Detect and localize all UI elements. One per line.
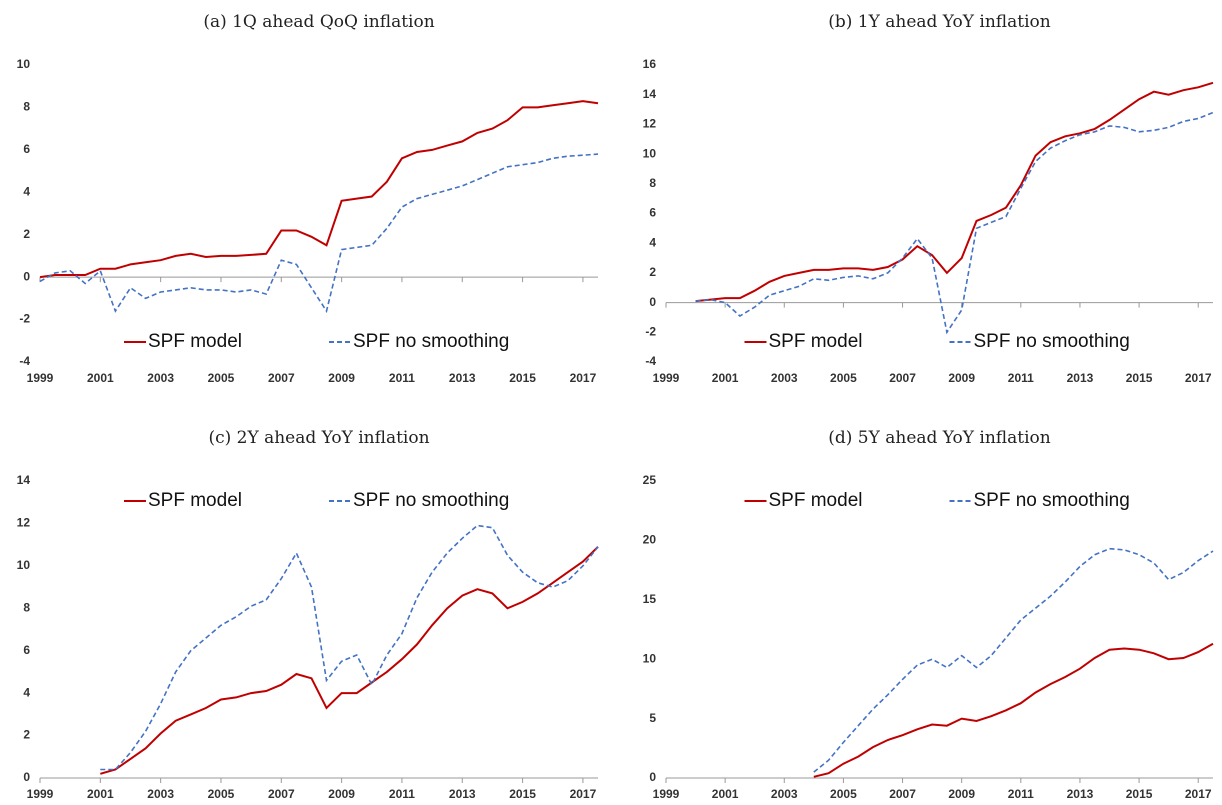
x-tick-label: 2005: [208, 371, 235, 385]
x-tick-label: 1999: [653, 371, 680, 385]
legend-label: SPF model: [148, 331, 242, 352]
x-tick-label: 2013: [1067, 787, 1094, 801]
x-tick-label: 2005: [830, 371, 857, 385]
y-tick-label: 0: [649, 295, 656, 309]
y-tick-label: 8: [23, 100, 30, 114]
panel-title: (b) 1Y ahead YoY inflation: [828, 12, 1051, 32]
y-tick-label: -4: [19, 354, 30, 368]
x-tick-label: 2003: [147, 787, 174, 801]
legend-label: SPF model: [769, 331, 863, 352]
y-tick-label: -2: [645, 324, 656, 338]
y-tick-label: 10: [643, 651, 657, 665]
y-tick-label: 10: [17, 57, 31, 71]
x-tick-label: 2009: [328, 787, 355, 801]
legend-label: SPF no smoothing: [974, 490, 1130, 511]
x-tick-label: 2005: [830, 787, 857, 801]
legend-label: SPF no smoothing: [353, 490, 509, 511]
y-tick-label: -4: [645, 354, 656, 368]
x-tick-label: 2015: [1126, 371, 1153, 385]
y-tick-label: 25: [643, 473, 657, 487]
x-tick-label: 2009: [948, 787, 975, 801]
series-line: [100, 546, 599, 775]
x-tick-label: 2015: [1126, 787, 1153, 801]
y-tick-label: 4: [23, 184, 30, 198]
legend-label: SPF no smoothing: [974, 331, 1130, 352]
x-tick-label: 2005: [208, 787, 235, 801]
x-tick-label: 2001: [87, 371, 114, 385]
y-tick-label: 0: [23, 770, 30, 784]
x-tick-label: 1999: [27, 787, 54, 801]
x-tick-label: 2001: [87, 787, 114, 801]
y-tick-label: 12: [17, 516, 31, 530]
x-tick-label: 2013: [449, 787, 476, 801]
y-tick-label: 0: [649, 770, 656, 784]
y-tick-label: 0: [23, 269, 30, 283]
panel: (a) 1Q ahead QoQ inflation -4 -2 0 2 4 6 8 10 199…: [17, 12, 599, 385]
x-tick-label: 2013: [1067, 371, 1094, 385]
x-tick-label: 1999: [653, 787, 680, 801]
x-tick-label: 2003: [771, 371, 798, 385]
y-tick-label: 4: [23, 685, 30, 699]
x-tick-label: 2011: [389, 787, 415, 801]
x-tick-label: 2013: [449, 371, 476, 385]
y-tick-label: 14: [17, 473, 31, 487]
y-tick-label: 20: [643, 533, 657, 547]
series-line: [39, 100, 599, 279]
x-tick-label: 2003: [147, 371, 174, 385]
series-line: [813, 547, 1214, 773]
panel-title: (c) 2Y ahead YoY inflation: [208, 428, 429, 448]
y-tick-label: 10: [643, 146, 657, 160]
series-line: [695, 111, 1214, 335]
y-tick-label: -2: [19, 312, 30, 326]
y-tick-label: 10: [17, 558, 31, 572]
x-tick-label: 2009: [948, 371, 975, 385]
y-tick-label: 12: [643, 117, 657, 131]
panel: (b) 1Y ahead YoY inflation -4 -2 0 2 4 6 8 10 12 1…: [643, 12, 1214, 385]
x-tick-label: 2017: [1185, 787, 1212, 801]
y-tick-label: 15: [643, 592, 657, 606]
y-tick-label: 6: [23, 142, 30, 156]
y-tick-label: 2: [23, 227, 30, 241]
y-tick-label: 6: [649, 206, 656, 220]
legend-label: SPF model: [148, 490, 242, 511]
x-tick-label: 2007: [268, 787, 295, 801]
y-tick-label: 8: [23, 600, 30, 614]
x-tick-label: 2003: [771, 787, 798, 801]
y-tick-label: 16: [643, 57, 657, 71]
x-tick-label: 2011: [389, 371, 415, 385]
legend-label: SPF model: [769, 490, 863, 511]
y-tick-label: 2: [23, 728, 30, 742]
x-tick-label: 2011: [1008, 787, 1034, 801]
x-tick-label: 2015: [509, 787, 536, 801]
series-line: [39, 153, 599, 314]
x-tick-label: 2001: [712, 787, 739, 801]
x-tick-label: 2015: [509, 371, 536, 385]
x-tick-label: 2007: [268, 371, 295, 385]
y-tick-label: 6: [23, 643, 30, 657]
panel: (d) 5Y ahead YoY inflation 0 5 10 15 20 25 1999…: [643, 428, 1214, 801]
y-tick-label: 8: [649, 176, 656, 190]
x-tick-label: 2017: [1185, 371, 1212, 385]
series-line: [695, 81, 1214, 303]
panel: (c) 2Y ahead YoY inflation 0 2 4 6 8 10 12 14 199…: [17, 428, 599, 801]
x-tick-label: 1999: [27, 371, 54, 385]
y-tick-label: 2: [649, 265, 656, 279]
y-tick-label: 4: [649, 235, 656, 249]
x-tick-label: 2017: [570, 371, 597, 385]
panel-title: (a) 1Q ahead QoQ inflation: [203, 12, 434, 32]
x-tick-label: 2017: [570, 787, 597, 801]
x-tick-label: 2007: [889, 371, 916, 385]
legend-label: SPF no smoothing: [353, 331, 509, 352]
y-tick-label: 5: [649, 711, 656, 725]
x-tick-label: 2011: [1008, 371, 1034, 385]
x-tick-label: 2009: [328, 371, 355, 385]
series-line: [100, 524, 599, 771]
panel-title: (d) 5Y ahead YoY inflation: [828, 428, 1051, 448]
series-line: [813, 642, 1214, 778]
x-tick-label: 2007: [889, 787, 916, 801]
y-tick-label: 14: [643, 87, 657, 101]
x-tick-label: 2001: [712, 371, 739, 385]
